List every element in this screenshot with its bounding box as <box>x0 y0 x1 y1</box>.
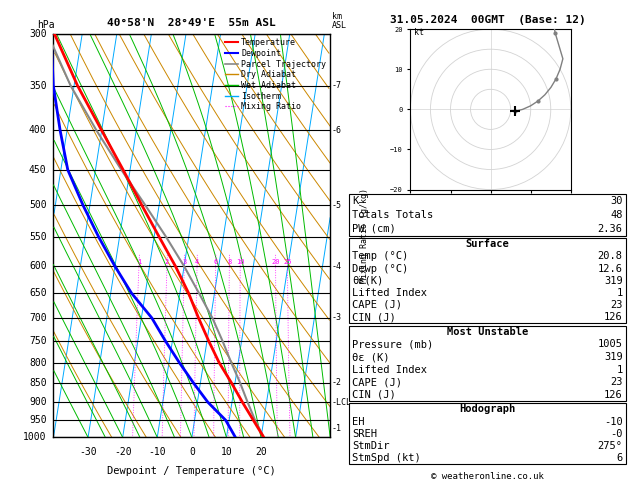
Text: 23: 23 <box>610 377 623 387</box>
Text: -LCL: -LCL <box>331 398 352 407</box>
Text: -6: -6 <box>331 126 342 135</box>
Text: θε(K): θε(K) <box>352 276 384 286</box>
Text: © weatheronline.co.uk: © weatheronline.co.uk <box>431 472 544 481</box>
Text: 600: 600 <box>29 261 47 271</box>
Text: Lifted Index: Lifted Index <box>352 288 427 298</box>
Text: 10: 10 <box>236 260 245 265</box>
Text: 20: 20 <box>255 448 267 457</box>
Text: 126: 126 <box>604 390 623 399</box>
Text: -5: -5 <box>331 201 342 209</box>
Text: 550: 550 <box>29 232 47 242</box>
Text: -4: -4 <box>331 262 342 271</box>
Text: km
ASL: km ASL <box>331 12 347 30</box>
Text: 319: 319 <box>604 352 623 362</box>
Text: 2.36: 2.36 <box>598 224 623 234</box>
Text: SREH: SREH <box>352 429 377 439</box>
Text: 20: 20 <box>271 260 280 265</box>
Text: Hodograph: Hodograph <box>459 404 516 415</box>
Text: θε (K): θε (K) <box>352 352 390 362</box>
Text: 800: 800 <box>29 358 47 367</box>
Text: kt: kt <box>415 28 425 37</box>
Text: -30: -30 <box>79 448 97 457</box>
Text: 400: 400 <box>29 125 47 136</box>
Text: Pressure (mb): Pressure (mb) <box>352 339 433 349</box>
Text: 3: 3 <box>182 260 186 265</box>
Text: 126: 126 <box>604 312 623 322</box>
Text: StmSpd (kt): StmSpd (kt) <box>352 453 421 463</box>
Text: Dewp (°C): Dewp (°C) <box>352 263 408 274</box>
Text: 300: 300 <box>29 29 47 39</box>
Text: -20: -20 <box>114 448 131 457</box>
Text: 1: 1 <box>616 288 623 298</box>
Text: 6: 6 <box>616 453 623 463</box>
Text: 40°58'N  28°49'E  55m ASL: 40°58'N 28°49'E 55m ASL <box>108 18 276 28</box>
Text: 900: 900 <box>29 397 47 407</box>
Text: 12.6: 12.6 <box>598 263 623 274</box>
Text: 650: 650 <box>29 288 47 298</box>
Legend: Temperature, Dewpoint, Parcel Trajectory, Dry Adiabat, Wet Adiabat, Isotherm, Mi: Temperature, Dewpoint, Parcel Trajectory… <box>225 38 326 111</box>
Text: -3: -3 <box>331 313 342 322</box>
Text: 20.8: 20.8 <box>598 251 623 261</box>
Text: 2: 2 <box>165 260 169 265</box>
Text: -10: -10 <box>604 417 623 427</box>
Text: 10: 10 <box>221 448 232 457</box>
Text: -10: -10 <box>148 448 166 457</box>
Text: CIN (J): CIN (J) <box>352 390 396 399</box>
Text: 1: 1 <box>616 364 623 375</box>
Text: 23: 23 <box>610 300 623 310</box>
Text: Mixing Ratio (g/kg): Mixing Ratio (g/kg) <box>360 188 369 283</box>
Text: CIN (J): CIN (J) <box>352 312 396 322</box>
Text: hPa: hPa <box>37 20 55 30</box>
Text: Dewpoint / Temperature (°C): Dewpoint / Temperature (°C) <box>108 466 276 476</box>
Text: 25: 25 <box>283 260 292 265</box>
Text: 0: 0 <box>189 448 195 457</box>
Text: 750: 750 <box>29 336 47 346</box>
Text: 950: 950 <box>29 415 47 425</box>
Text: 450: 450 <box>29 165 47 175</box>
Text: Temp (°C): Temp (°C) <box>352 251 408 261</box>
Text: 30: 30 <box>610 196 623 206</box>
Text: 8: 8 <box>227 260 231 265</box>
Text: StmDir: StmDir <box>352 441 390 451</box>
Text: 1005: 1005 <box>598 339 623 349</box>
Text: Totals Totals: Totals Totals <box>352 210 433 220</box>
Text: 4: 4 <box>195 260 199 265</box>
Text: Surface: Surface <box>465 239 509 249</box>
Text: 500: 500 <box>29 200 47 210</box>
Text: K: K <box>352 196 359 206</box>
Text: 700: 700 <box>29 313 47 323</box>
Text: 6: 6 <box>213 260 218 265</box>
Text: -1: -1 <box>331 424 342 434</box>
Text: Lifted Index: Lifted Index <box>352 364 427 375</box>
Text: -0: -0 <box>610 429 623 439</box>
Text: Most Unstable: Most Unstable <box>447 327 528 337</box>
Text: -7: -7 <box>331 81 342 90</box>
Text: 48: 48 <box>610 210 623 220</box>
Text: 350: 350 <box>29 81 47 91</box>
Text: PW (cm): PW (cm) <box>352 224 396 234</box>
Text: 31.05.2024  00GMT  (Base: 12): 31.05.2024 00GMT (Base: 12) <box>389 15 586 25</box>
Text: 275°: 275° <box>598 441 623 451</box>
Text: CAPE (J): CAPE (J) <box>352 300 402 310</box>
Text: 1: 1 <box>136 260 141 265</box>
Text: 1000: 1000 <box>23 433 47 442</box>
Text: CAPE (J): CAPE (J) <box>352 377 402 387</box>
Text: 850: 850 <box>29 378 47 388</box>
Text: -2: -2 <box>331 379 342 387</box>
Text: EH: EH <box>352 417 365 427</box>
Text: 319: 319 <box>604 276 623 286</box>
